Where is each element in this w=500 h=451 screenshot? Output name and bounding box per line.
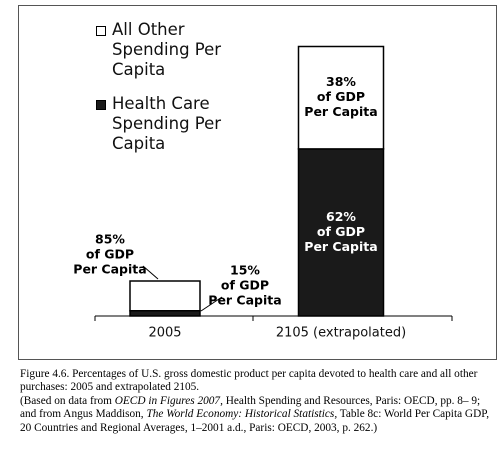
caption-text: The World Economy: Historical Statistics… <box>146 408 338 421</box>
value-label-note: Per Capita <box>304 104 377 119</box>
x-tick-label: 2005 <box>148 326 181 341</box>
value-label-note: Per Capita <box>208 293 281 308</box>
caption-paragraph: Figure 4.6. Percentages of U.S. gross do… <box>20 368 492 395</box>
value-label-note: of GDP <box>317 224 365 239</box>
chart-frame <box>18 5 497 360</box>
caption-text: Table 8c: World Per Capita GDP, 20 Count… <box>20 408 490 434</box>
value-label: 85% <box>95 232 125 247</box>
caption-text: (Based on data from <box>20 394 115 407</box>
leader-line <box>200 296 223 312</box>
caption: Figure 4.6. Percentages of U.S. gross do… <box>20 368 492 435</box>
caption-paragraph: (Based on data from OECD in Figures 2007… <box>20 395 492 435</box>
legend-item: All Other Spending Per Capita <box>96 20 232 80</box>
value-label-note: Per Capita <box>73 262 146 277</box>
bar-segment <box>129 280 201 312</box>
bar-segment <box>297 45 385 150</box>
legend-swatch <box>96 100 106 110</box>
value-label-note: Per Capita <box>304 239 377 254</box>
bar-segment <box>129 310 201 317</box>
value-label: 15% <box>230 263 260 278</box>
value-label: 62% <box>326 209 356 224</box>
value-label-note: of GDP <box>317 89 365 104</box>
legend-item: Health Care Spending Per Capita <box>96 94 232 154</box>
caption-text: OECD in Figures 2007, <box>114 394 223 407</box>
value-label: 38% <box>326 74 356 89</box>
caption-text: Figure 4.6. Percentages of U.S. gross do… <box>20 368 478 394</box>
legend-label: Health Care Spending Per Capita <box>112 94 222 153</box>
value-label-note: of GDP <box>221 278 269 293</box>
value-label-note: of GDP <box>86 247 134 262</box>
leader-line <box>142 265 159 280</box>
x-tick-label: 2105 (extrapolated) <box>276 326 406 341</box>
legend-label: All Other Spending Per Capita <box>112 20 222 79</box>
legend: All Other Spending Per Capita Health Care… <box>96 20 232 168</box>
legend-swatch <box>96 26 106 36</box>
caption-text: Health Spending and Resources, Paris: OE… <box>20 394 481 421</box>
